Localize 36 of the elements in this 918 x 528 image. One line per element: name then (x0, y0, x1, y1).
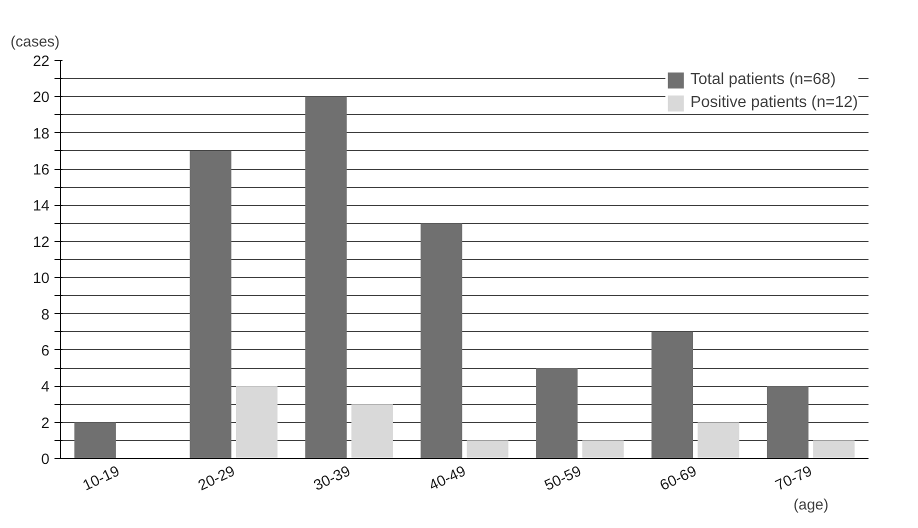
bar (351, 404, 393, 458)
y-tick-label: 12 (32, 234, 50, 251)
x-tick-label: 30-39 (311, 462, 354, 494)
legend-label: Positive patients (n=12) (690, 94, 858, 112)
bar (305, 96, 347, 458)
bar (651, 332, 694, 458)
bar (698, 422, 740, 458)
bar (766, 386, 808, 458)
bar (236, 386, 278, 458)
y-tick-label: 16 (32, 162, 50, 179)
bar (813, 440, 855, 458)
y-tick-label: 14 (32, 198, 50, 215)
bar (536, 368, 578, 458)
x-tick-label: 40-49 (426, 462, 469, 494)
x-tick-label: 60-69 (657, 462, 700, 494)
y-tick-label: 22 (32, 53, 50, 70)
x-tick-label: 20-29 (196, 462, 238, 494)
legend-label: Total patients (n=68) (690, 71, 836, 89)
x-tick-label: 70-79 (772, 462, 815, 494)
y-tick-label: 0 (41, 451, 50, 468)
x-axis-title: (age) (793, 496, 829, 514)
y-tick-label: 8 (41, 306, 50, 324)
bar (420, 223, 462, 458)
y-tick-label: 4 (41, 378, 50, 396)
bar (190, 150, 232, 458)
bar (466, 440, 508, 458)
y-tick-label: 20 (32, 89, 50, 106)
x-tick-label: 50-59 (542, 462, 584, 494)
y-axis-title: (cases) (10, 34, 60, 50)
y-tick-label: 18 (32, 125, 50, 142)
bar (74, 422, 116, 458)
bar (582, 440, 624, 458)
x-tick-label: 10-19 (80, 462, 122, 494)
y-tick-label: 10 (32, 270, 50, 288)
y-tick-label: 2 (41, 414, 50, 432)
y-tick-label: 6 (41, 342, 50, 360)
